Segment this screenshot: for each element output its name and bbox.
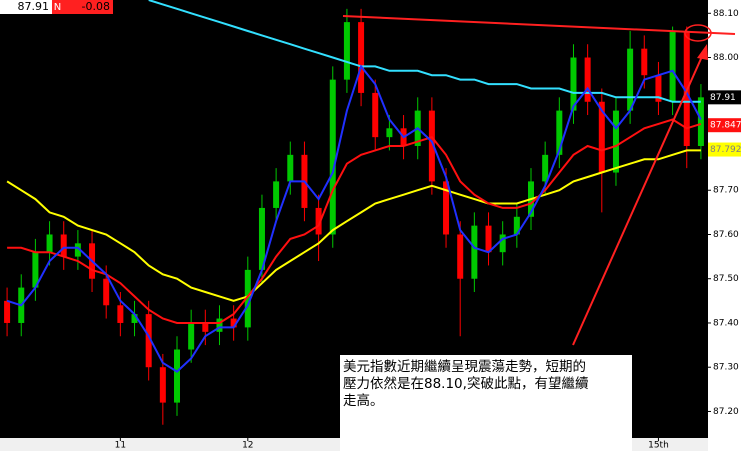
candle-body bbox=[612, 110, 619, 173]
candle-body bbox=[372, 92, 379, 138]
header-change: -0.08 bbox=[82, 0, 110, 13]
y-tick-label: 87.20 bbox=[713, 407, 739, 417]
candle-body bbox=[131, 314, 138, 323]
candle-body bbox=[584, 57, 591, 102]
ma-line bbox=[148, 0, 701, 103]
x-tick-label: 11 bbox=[115, 441, 126, 451]
candle-body bbox=[627, 48, 634, 111]
candle-body bbox=[287, 154, 294, 182]
candle-body bbox=[244, 269, 251, 328]
candle-body bbox=[358, 22, 365, 93]
y-tick-label: 87.30 bbox=[713, 363, 739, 373]
candle-body bbox=[216, 318, 223, 332]
candle-body bbox=[542, 154, 549, 182]
candle-body bbox=[103, 278, 110, 306]
candle-body bbox=[60, 234, 67, 257]
value-tag bbox=[708, 118, 741, 133]
candle-body bbox=[273, 181, 280, 208]
candle-body bbox=[697, 97, 704, 146]
candle-body bbox=[556, 110, 563, 155]
candle-body bbox=[428, 110, 435, 182]
y-tick-label: 87.50 bbox=[713, 274, 739, 284]
value-tag-label: 87.792 bbox=[710, 145, 741, 155]
y-tick-label: 88.00 bbox=[713, 53, 739, 63]
candle-body bbox=[230, 318, 237, 328]
candle-body bbox=[202, 322, 209, 332]
candle-body bbox=[159, 367, 166, 403]
plot-area bbox=[4, 0, 704, 425]
header-price-box bbox=[0, 0, 52, 14]
value-tag-label: 87.847 bbox=[710, 121, 741, 131]
arrow-shaft bbox=[572, 51, 705, 346]
y-tick-label: 87.60 bbox=[713, 230, 739, 240]
candle-body bbox=[655, 75, 662, 102]
value-tag bbox=[708, 142, 741, 157]
candle-body bbox=[471, 225, 478, 279]
candle-body bbox=[329, 79, 336, 235]
candle-body bbox=[4, 300, 11, 323]
candle-body bbox=[386, 128, 393, 138]
y-tick-label: 87.40 bbox=[713, 318, 739, 328]
candle-body bbox=[499, 234, 506, 253]
candle-body bbox=[485, 225, 492, 253]
candle-body bbox=[598, 101, 605, 173]
candle-body bbox=[46, 234, 53, 253]
candle-body bbox=[32, 252, 39, 288]
ma-line bbox=[7, 118, 702, 324]
candle-body bbox=[145, 314, 152, 368]
candle-body bbox=[343, 22, 350, 80]
x-tick-label: 15th bbox=[648, 441, 669, 451]
value-tag bbox=[708, 90, 741, 105]
annotation-line: 美元指數近期繼續呈現震蕩走勢，短期的 bbox=[343, 359, 586, 375]
ma-line bbox=[6, 149, 701, 302]
candle-body bbox=[258, 207, 265, 270]
candle-body bbox=[174, 349, 180, 403]
candle-body bbox=[457, 234, 464, 279]
annotation-line: 走高。 bbox=[343, 392, 384, 409]
y-axis-strip bbox=[708, 0, 741, 451]
highlight-circle bbox=[684, 24, 712, 42]
candle-body bbox=[74, 243, 81, 257]
annotation-box bbox=[340, 355, 632, 451]
annotation-line: 壓力依然是在88.10,突破此點，有望繼續 bbox=[343, 375, 588, 392]
header-price: 87.91 bbox=[18, 0, 50, 13]
x-tick-label: 12 bbox=[242, 441, 253, 451]
candle-body bbox=[443, 181, 450, 235]
candle-body bbox=[641, 48, 648, 76]
candle-body bbox=[117, 305, 124, 323]
header-change-box bbox=[63, 0, 113, 14]
candle-body bbox=[188, 322, 195, 350]
ma-line bbox=[6, 64, 702, 373]
y-tick-label: 88.10 bbox=[713, 9, 739, 19]
candle-body bbox=[669, 30, 676, 102]
trend-line bbox=[342, 15, 736, 35]
candle-body bbox=[315, 207, 322, 235]
header-symbol-box bbox=[52, 0, 63, 14]
candle-body bbox=[570, 57, 577, 111]
y-tick-label: 87.70 bbox=[713, 186, 739, 196]
value-tag-label: 87.91 bbox=[710, 93, 736, 103]
header-symbol: N bbox=[54, 2, 61, 13]
candle-body bbox=[513, 216, 520, 235]
arrow-head bbox=[697, 44, 708, 60]
